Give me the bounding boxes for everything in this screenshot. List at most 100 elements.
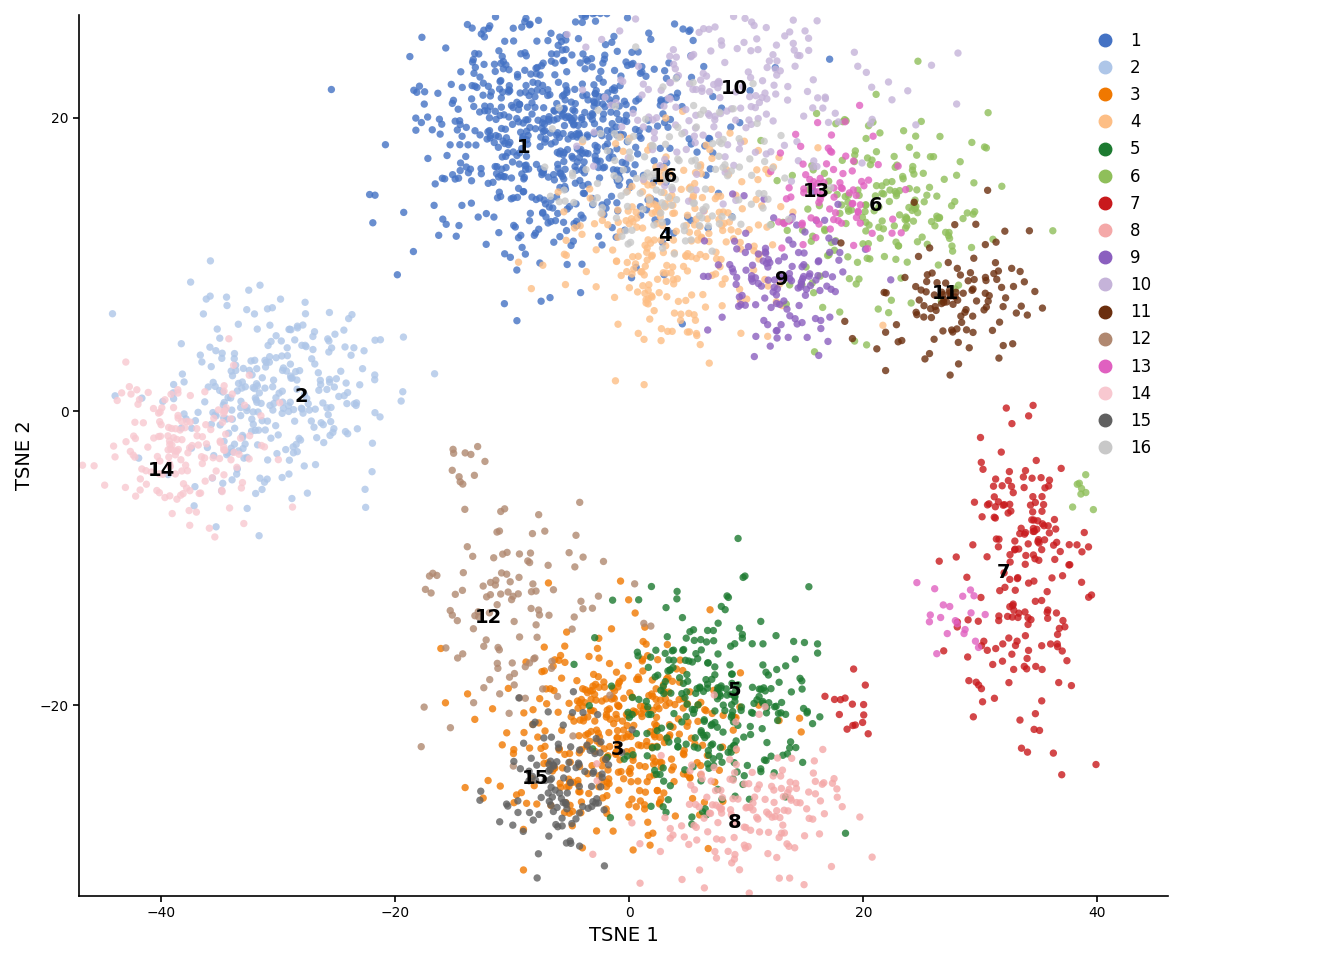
5 (757, 700, 778, 715)
7 (1025, 659, 1047, 674)
13 (823, 162, 844, 178)
4 (618, 280, 640, 296)
5 (676, 708, 698, 724)
3 (641, 672, 663, 687)
4 (657, 168, 679, 183)
1 (405, 110, 426, 126)
2 (392, 329, 414, 345)
3 (644, 727, 665, 742)
1 (531, 121, 552, 136)
4 (637, 297, 659, 312)
4 (656, 257, 677, 273)
6 (896, 218, 918, 233)
3 (583, 686, 605, 702)
12 (562, 621, 583, 636)
3 (646, 782, 668, 798)
2 (306, 430, 328, 445)
3 (523, 778, 544, 793)
10 (739, 89, 761, 105)
1 (694, 59, 715, 74)
4 (634, 237, 656, 252)
6 (818, 247, 840, 262)
7 (1071, 575, 1093, 590)
3 (569, 695, 590, 710)
9 (747, 247, 769, 262)
5 (696, 681, 718, 696)
3 (621, 743, 642, 758)
2 (180, 275, 202, 290)
14 (112, 385, 133, 400)
10 (766, 53, 788, 68)
13 (778, 213, 800, 228)
9 (759, 339, 781, 354)
4 (673, 259, 695, 275)
3 (640, 837, 661, 852)
1 (550, 166, 571, 181)
3 (726, 710, 747, 726)
7 (1013, 480, 1035, 495)
1 (626, 146, 648, 161)
6 (892, 171, 914, 186)
16 (607, 171, 629, 186)
7 (1001, 416, 1023, 431)
14 (188, 486, 210, 501)
7 (1052, 612, 1074, 628)
Point (952, 588, 973, 604)
1 (507, 190, 528, 205)
15 (559, 833, 581, 849)
7 (1052, 568, 1074, 584)
3 (548, 653, 570, 668)
15 (509, 761, 531, 777)
8 (699, 805, 720, 821)
5 (640, 707, 661, 722)
1 (544, 213, 566, 228)
7 (1078, 589, 1099, 605)
7 (993, 565, 1015, 581)
12 (504, 666, 526, 682)
2 (335, 339, 356, 354)
13 (895, 181, 917, 197)
5 (724, 688, 746, 704)
14 (211, 484, 233, 499)
4 (677, 246, 699, 261)
1 (491, 100, 512, 115)
Point (857, 726, 879, 741)
4 (616, 264, 637, 279)
3 (659, 727, 680, 742)
3 (589, 730, 610, 745)
1 (485, 10, 507, 25)
10 (754, 85, 775, 101)
8 (802, 811, 824, 827)
3 (599, 739, 621, 755)
5 (761, 681, 782, 696)
14 (149, 428, 171, 444)
1 (515, 78, 536, 93)
10 (738, 64, 759, 80)
6 (801, 158, 823, 174)
5 (652, 760, 673, 776)
3 (618, 707, 640, 722)
7 (985, 511, 1007, 526)
1 (621, 44, 642, 60)
2 (233, 441, 254, 456)
16 (554, 193, 575, 208)
2 (231, 374, 253, 390)
15 (489, 814, 511, 829)
10 (802, 159, 824, 175)
4 (771, 298, 793, 313)
1 (527, 83, 548, 98)
16 (548, 100, 570, 115)
3 (554, 804, 575, 820)
14 (185, 504, 207, 519)
3 (606, 664, 628, 680)
Text: 9: 9 (774, 270, 788, 289)
4 (621, 267, 642, 282)
6 (927, 257, 949, 273)
4 (610, 130, 632, 145)
4 (692, 190, 714, 205)
1 (495, 149, 516, 164)
9 (735, 245, 757, 260)
2 (220, 441, 242, 456)
3 (634, 619, 656, 635)
12 (496, 544, 517, 560)
